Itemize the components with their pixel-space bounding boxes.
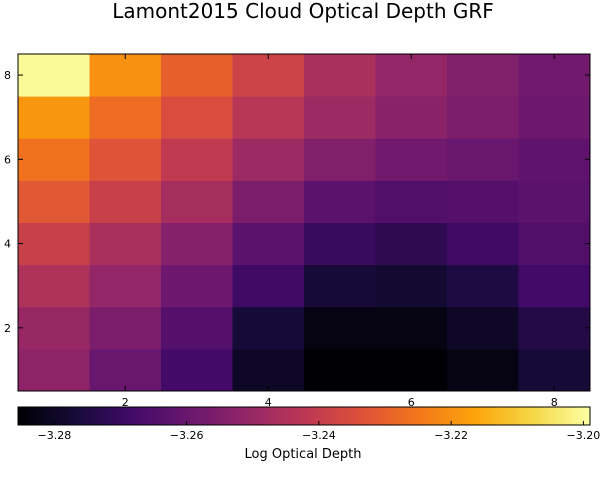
heatmap-cell [161, 54, 233, 97]
x-axis: 2 4 6 8 [122, 54, 558, 409]
heatmap-cell [161, 222, 233, 266]
heatmap-cell [304, 348, 376, 392]
heatmap-cell [304, 96, 376, 139]
heatmap-cell [18, 306, 90, 350]
heatmap-cell [89, 180, 162, 223]
colorbar [17, 406, 591, 426]
colorbar-tick-label: −3.28 [38, 429, 72, 442]
heatmap-cell [232, 264, 305, 308]
heatmap-cell [161, 138, 233, 181]
heatmap-cell [161, 264, 233, 308]
heatmap-cell [18, 264, 90, 308]
heatmap-cell [304, 180, 376, 223]
x-tick-label: 2 [122, 396, 129, 409]
heatmap-cell [89, 264, 162, 308]
colorbar-tick-label: −3.24 [302, 429, 336, 442]
heatmap-cell [89, 54, 162, 97]
heatmap-cell [18, 96, 90, 139]
heatmap-cell [89, 348, 162, 392]
y-tick-label: 8 [4, 69, 11, 82]
x-tick-label: 6 [408, 396, 415, 409]
colorbar-tick-label: −3.20 [567, 429, 600, 442]
y-axis: 2 4 6 8 [4, 69, 590, 335]
heatmap-cell [447, 138, 519, 181]
heatmap-cell [518, 138, 591, 181]
heatmap-cell [447, 348, 519, 392]
heatmap-cell [304, 306, 376, 350]
heatmap-cell [375, 348, 448, 392]
heatmap-cell [232, 138, 305, 181]
heatmap-cell [375, 180, 448, 223]
y-tick-label: 2 [4, 322, 11, 335]
heatmap-cell [161, 96, 233, 139]
plot-area [18, 54, 591, 392]
x-tick-label: 4 [265, 396, 272, 409]
heatmap-cell [375, 264, 448, 308]
y-tick-label: 6 [4, 153, 11, 166]
heatmap-cell [89, 306, 162, 350]
heatmap-cell [232, 54, 305, 97]
heatmap-cell [518, 264, 591, 308]
heatmap-cell [518, 348, 591, 392]
x-tick-label: 8 [551, 396, 558, 409]
heatmap-cell [518, 180, 591, 223]
colorbar-tick-label: −3.26 [170, 429, 204, 442]
colorbar-tick-label: −3.22 [434, 429, 468, 442]
heatmap-cell [232, 180, 305, 223]
heatmap-cell [375, 306, 448, 350]
heatmap-cell [161, 348, 233, 392]
heatmap-cell [89, 96, 162, 139]
heatmap-cell [447, 96, 519, 139]
heatmap-cell [18, 138, 90, 181]
heatmap-cell [18, 222, 90, 266]
heatmap-cell [447, 306, 519, 350]
heatmap-cell [232, 306, 305, 350]
heatmap-cell [518, 222, 591, 266]
colorbar-axis: −3.28 −3.26 −3.24 −3.22 −3.20 [38, 421, 600, 442]
heatmap-cell [375, 96, 448, 139]
heatmap-cell [447, 222, 519, 266]
heatmap-cell [304, 54, 376, 97]
heatmap-cell [18, 348, 90, 392]
heatmap-cell [232, 222, 305, 266]
heatmap-cell [447, 54, 519, 97]
heatmap-cell [447, 180, 519, 223]
heatmap-cell [375, 138, 448, 181]
heatmap-cell [232, 348, 305, 392]
y-tick-label: 4 [4, 238, 11, 251]
heatmap-cell [18, 54, 90, 97]
heatmap-cell [89, 222, 162, 266]
colorbar-label: Log Optical Depth [245, 447, 362, 462]
heatmap-cell [518, 96, 591, 139]
heatmap-cell [161, 306, 233, 350]
heatmap-cell [518, 306, 591, 350]
chart-title: Lamont2015 Cloud Optical Depth GRF [112, 0, 494, 23]
plot-frame [17, 53, 591, 392]
heatmap-cell [304, 264, 376, 308]
heatmap-cell [232, 96, 305, 139]
heatmap-cell [304, 222, 376, 266]
heatmap-cell [304, 138, 376, 181]
heatmap-cell [447, 264, 519, 308]
heatmap-cell [161, 180, 233, 223]
heatmap-cell [518, 54, 591, 97]
heatmap-cell [375, 54, 448, 97]
heatmap-cell [89, 138, 162, 181]
heatmap-cell [18, 180, 90, 223]
heatmap-cell [375, 222, 448, 266]
